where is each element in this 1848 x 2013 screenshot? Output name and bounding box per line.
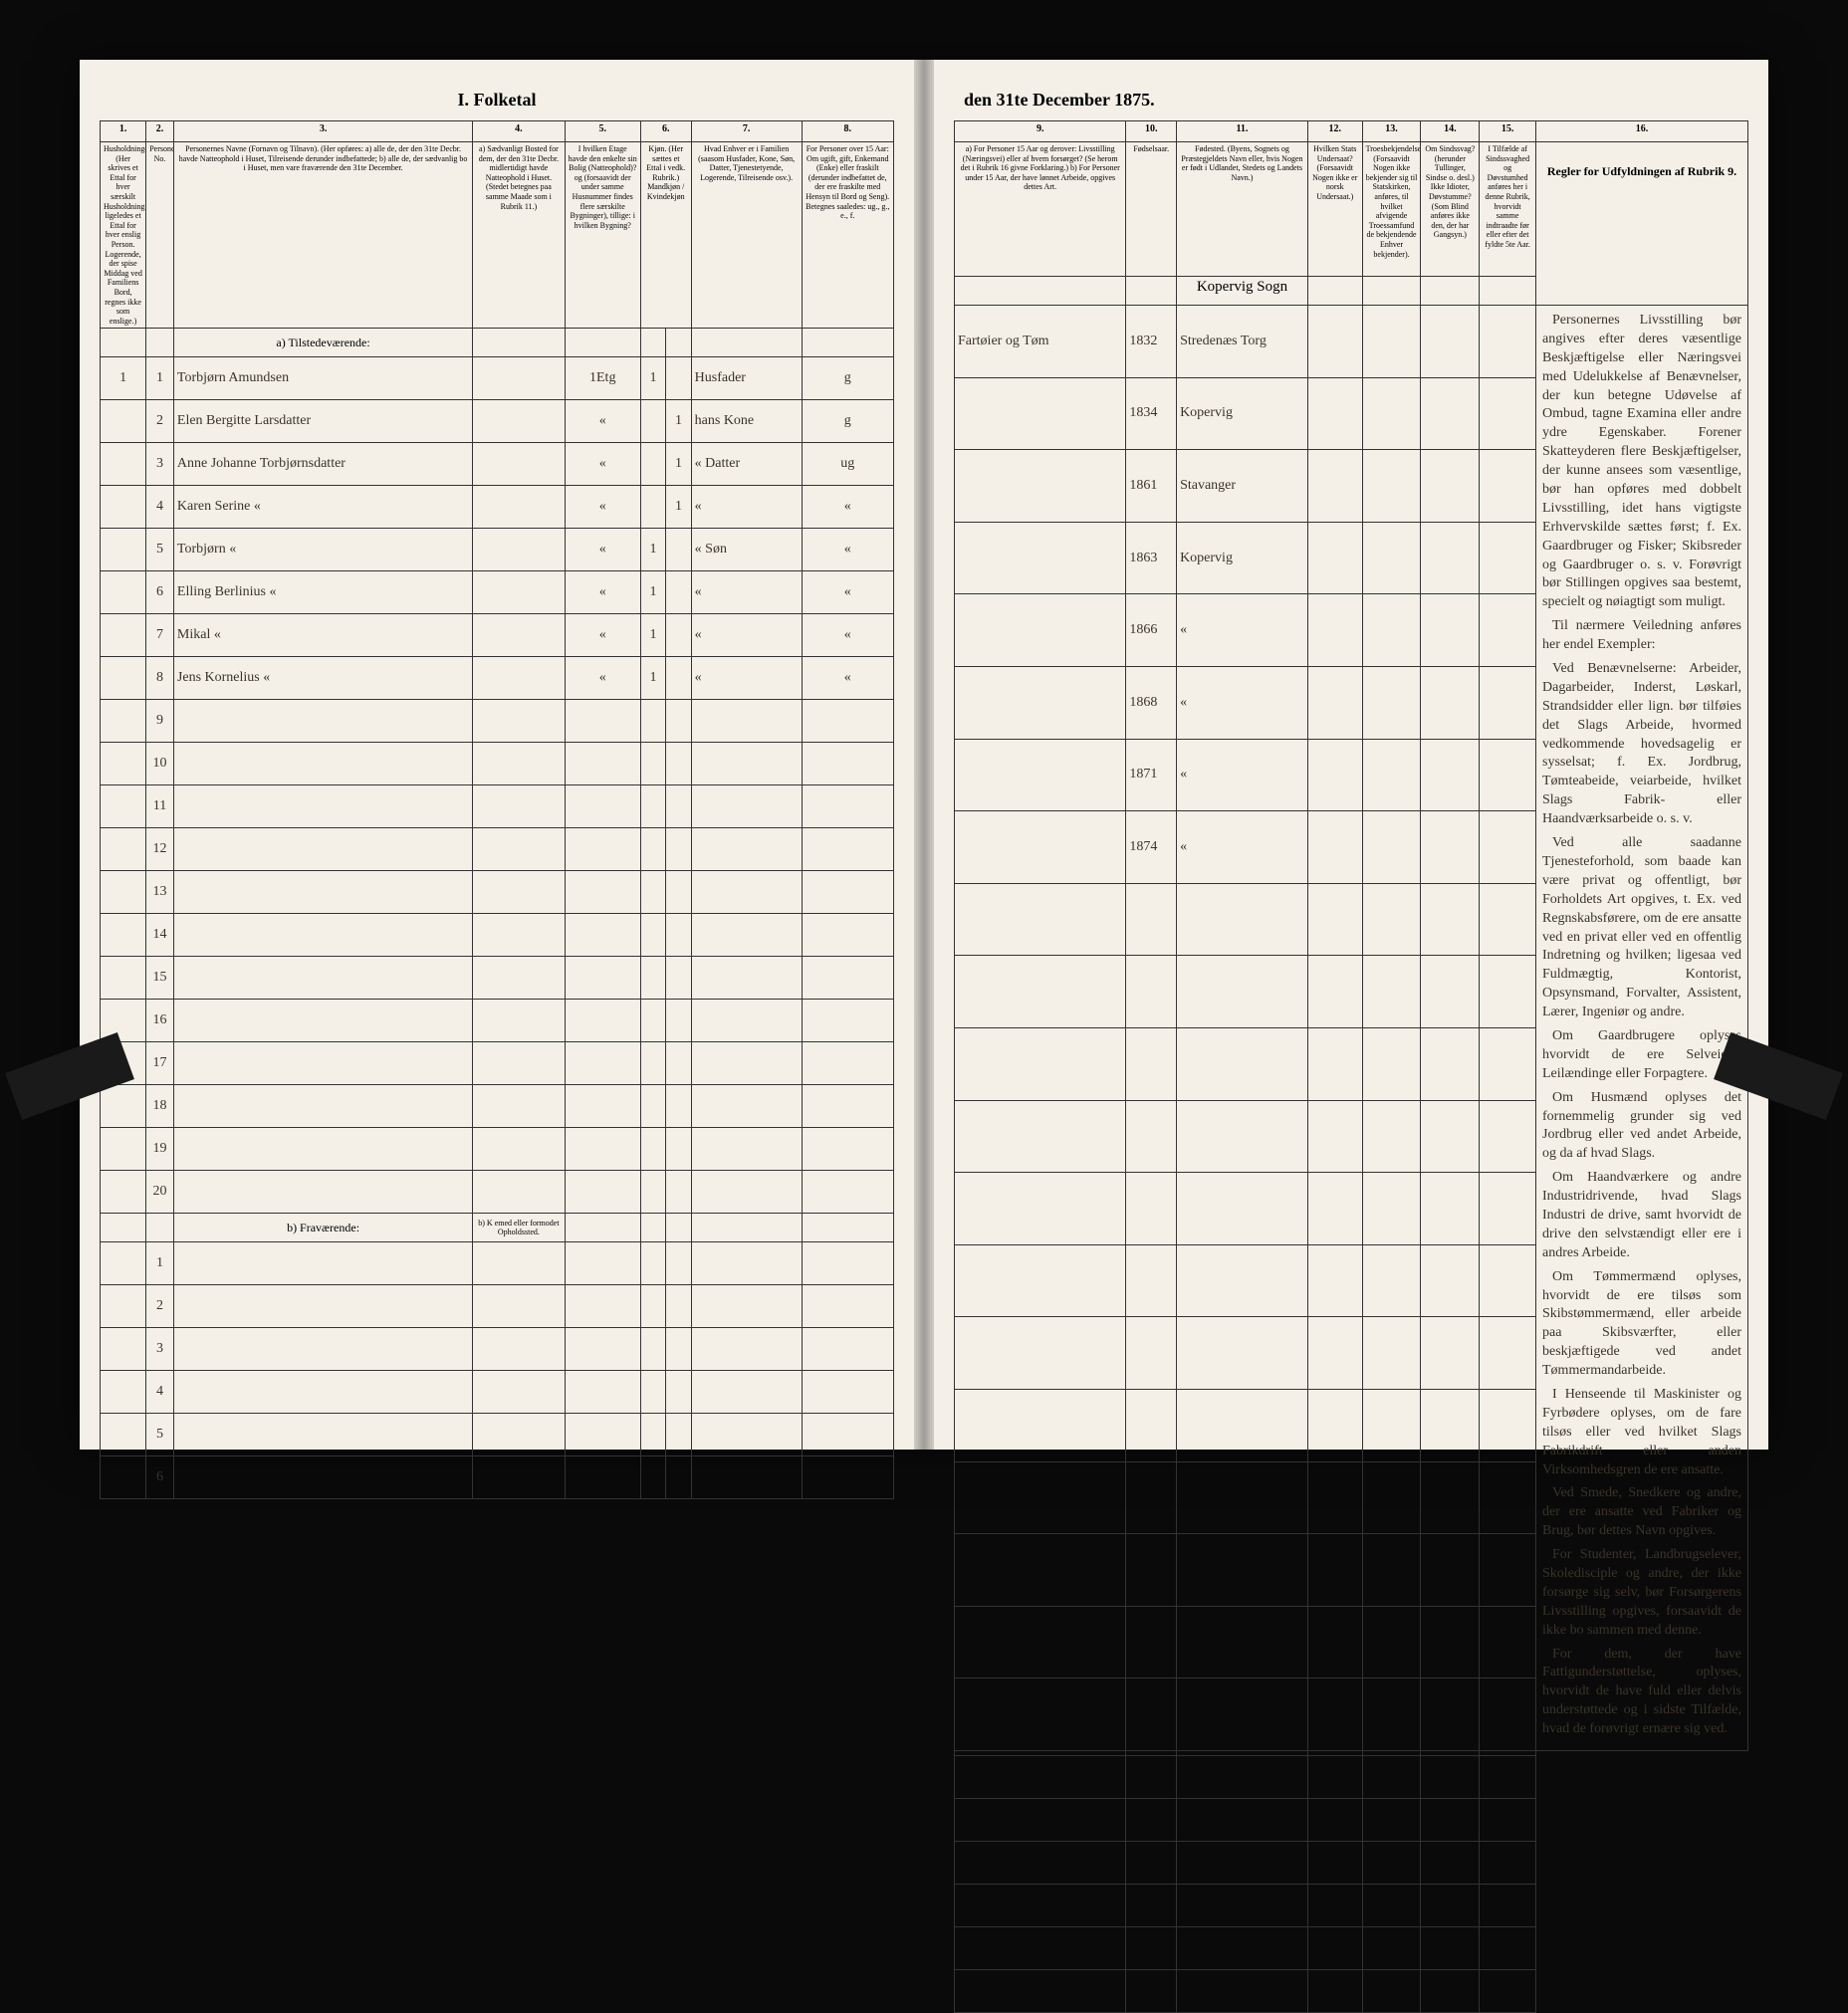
colnum-16: 16. bbox=[1536, 121, 1748, 142]
table-row: 15 bbox=[101, 957, 894, 1000]
header-c4: a) Sædvanligt Bosted for dem, der den 31… bbox=[473, 142, 565, 329]
table-row: 1 bbox=[101, 1242, 894, 1285]
book-spread: I. Folketal 1. 2. 3. 4. 5. 6. 7. 8. Hush… bbox=[80, 60, 1768, 1450]
colnum-14: 14. bbox=[1421, 121, 1480, 142]
colnum-13: 13. bbox=[1362, 121, 1421, 142]
table-row: 17 bbox=[101, 1042, 894, 1085]
header-c12: Hvilken Stats Undersaat? (Forsaavidt Nog… bbox=[1307, 142, 1362, 277]
header-c1: Husholdninger. (Her skrives et Ettal for… bbox=[101, 142, 146, 329]
header-c13: Troesbekjendelse. (Forsaavidt Nogen ikke… bbox=[1362, 142, 1421, 277]
table-row: 14 bbox=[101, 914, 894, 957]
parish-header: Kopervig Sogn bbox=[1177, 277, 1308, 306]
table-row: 4 Karen Serine « « 1 « « bbox=[101, 486, 894, 529]
table-row bbox=[955, 1842, 1748, 1885]
right-page: den 31te December 1875. 9. 10. 11. 12. 1… bbox=[924, 60, 1768, 1450]
table-row: 5 Torbjørn « « 1 « Søn « bbox=[101, 529, 894, 571]
header-c6: Kjøn. (Her sættes et Ettal i vedk. Rubri… bbox=[640, 142, 691, 329]
colnum-8: 8. bbox=[802, 121, 893, 142]
colnum-11: 11. bbox=[1177, 121, 1308, 142]
table-row bbox=[955, 1927, 1748, 1970]
instructions-cell: Personernes Livsstilling bør angives eft… bbox=[1536, 306, 1748, 1751]
census-table-right: 9. 10. 11. 12. 13. 14. 15. 16. a) For Pe… bbox=[954, 120, 1748, 2013]
table-row: 5 bbox=[101, 1414, 894, 1456]
header-c9: a) For Personer 15 Aar og derover: Livss… bbox=[955, 142, 1126, 277]
colnum-9: 9. bbox=[955, 121, 1126, 142]
table-row bbox=[955, 1885, 1748, 1927]
section-a-label: a) Tilstedeværende: bbox=[173, 329, 472, 357]
header-c14: Om Sindssvag? (herunder Tullinger, Sinds… bbox=[1421, 142, 1480, 277]
header-c16-title: Regler for Udfyldningen af Rubrik 9. bbox=[1539, 164, 1744, 178]
table-row: 18 bbox=[101, 1085, 894, 1128]
colnum-2: 2. bbox=[146, 121, 174, 142]
table-row: 13 bbox=[101, 871, 894, 914]
table-row: 7 Mikal « « 1 « « bbox=[101, 614, 894, 657]
table-row: 12 bbox=[101, 828, 894, 871]
colnum-4: 4. bbox=[473, 121, 565, 142]
table-row: Fartøier og Tøm 1832 Stredenæs Torg Pers… bbox=[955, 306, 1748, 378]
header-c10: Fødselsaar. bbox=[1126, 142, 1177, 277]
table-row: 2 Elen Bergitte Larsdatter « 1 hans Kone… bbox=[101, 400, 894, 443]
table-row: 11 bbox=[101, 785, 894, 828]
header-c2: Personernes No. bbox=[146, 142, 174, 329]
book-spine bbox=[914, 60, 934, 1450]
colnum-12: 12. bbox=[1307, 121, 1362, 142]
table-row: 10 bbox=[101, 743, 894, 785]
colnum-5: 5. bbox=[565, 121, 640, 142]
header-c8: For Personer over 15 Aar: Om ugift, gift… bbox=[802, 142, 893, 329]
colnum-6: 6. bbox=[640, 121, 691, 142]
header-c3: Personernes Navne (Fornavn og Tilnavn). … bbox=[173, 142, 472, 329]
header-c7: Hvad Enhver er i Familien (saasom Husfad… bbox=[691, 142, 802, 329]
table-row: 20 bbox=[101, 1171, 894, 1214]
table-row: 8 Jens Kornelius « « 1 « « bbox=[101, 657, 894, 700]
table-row: 19 bbox=[101, 1128, 894, 1171]
page-title-right: den 31te December 1875. bbox=[954, 90, 1748, 111]
colnum-3: 3. bbox=[173, 121, 472, 142]
section-b-note: b) K emed eller formodet Opholdssted. bbox=[473, 1214, 565, 1242]
colnum-7: 7. bbox=[691, 121, 802, 142]
header-c5: I hvilken Etage havde den enkelte sin Bo… bbox=[565, 142, 640, 329]
table-row: 9 bbox=[101, 700, 894, 743]
table-row: 16 bbox=[101, 1000, 894, 1042]
left-page: I. Folketal 1. 2. 3. 4. 5. 6. 7. 8. Hush… bbox=[80, 60, 924, 1450]
header-c11: Fødested. (Byens, Sognets og Præstegjeld… bbox=[1177, 142, 1308, 277]
table-row: 6 Elling Berlinius « « 1 « « bbox=[101, 571, 894, 614]
colnum-10: 10. bbox=[1126, 121, 1177, 142]
table-row: 3 bbox=[101, 1328, 894, 1371]
census-table-left: 1. 2. 3. 4. 5. 6. 7. 8. Husholdninger. (… bbox=[100, 120, 894, 1499]
table-row: 6 bbox=[101, 1456, 894, 1499]
table-row: 1 1 Torbjørn Amundsen 1Etg 1 Husfader g bbox=[101, 357, 894, 400]
table-row: 2 bbox=[101, 1285, 894, 1328]
table-row: 4 bbox=[101, 1371, 894, 1414]
table-row bbox=[955, 1799, 1748, 1842]
colnum-1: 1. bbox=[101, 121, 146, 142]
table-row bbox=[955, 1756, 1748, 1799]
table-row: 3 Anne Johanne Torbjørnsdatter « 1 « Dat… bbox=[101, 443, 894, 486]
section-b-label: b) Fraværende: bbox=[173, 1214, 472, 1242]
header-c15: I Tilfælde af Sindssvaghed og Døvstumhed… bbox=[1480, 142, 1536, 277]
table-row bbox=[955, 1970, 1748, 2013]
colnum-15: 15. bbox=[1480, 121, 1536, 142]
page-title-left: I. Folketal bbox=[100, 90, 894, 111]
